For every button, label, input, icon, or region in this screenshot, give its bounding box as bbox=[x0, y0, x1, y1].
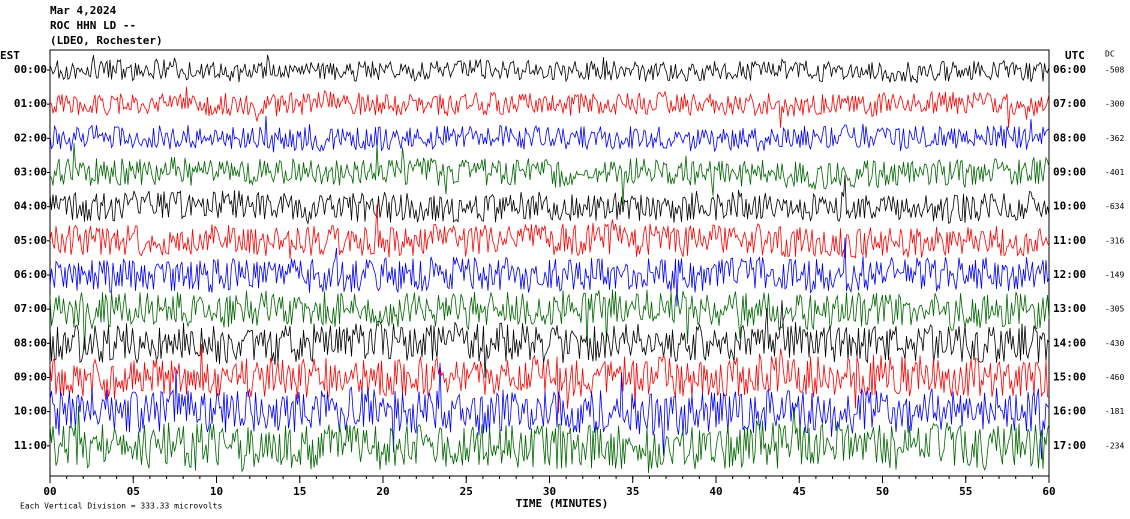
utc-label: 07:00 bbox=[1053, 97, 1086, 110]
x-tick-label: 35 bbox=[626, 485, 639, 498]
utc-label: 06:00 bbox=[1053, 63, 1086, 76]
dc-value: -300 bbox=[1105, 100, 1124, 109]
x-tick-label: 50 bbox=[876, 485, 889, 498]
est-label: 10:00 bbox=[14, 405, 47, 418]
est-label: 08:00 bbox=[14, 336, 47, 349]
station-code: ROC HHN LD -- bbox=[50, 19, 136, 32]
trace bbox=[49, 289, 1050, 350]
x-tick-label: 30 bbox=[543, 485, 556, 498]
est-label: 02:00 bbox=[14, 131, 47, 144]
dc-value: -460 bbox=[1105, 373, 1124, 382]
est-label: 00:00 bbox=[14, 63, 47, 76]
trace bbox=[49, 86, 1050, 128]
x-tick-label: 25 bbox=[460, 485, 473, 498]
est-label: 06:00 bbox=[14, 268, 47, 281]
utc-label: 13:00 bbox=[1053, 302, 1086, 315]
trace bbox=[49, 204, 1050, 259]
dc-value: -181 bbox=[1105, 407, 1124, 416]
trace bbox=[49, 143, 1050, 205]
station-name: (LDEO, Rochester) bbox=[50, 34, 163, 47]
est-label: 05:00 bbox=[14, 234, 47, 247]
est-label: 11:00 bbox=[14, 439, 47, 452]
trace bbox=[49, 175, 1050, 225]
est-label: 09:00 bbox=[14, 371, 47, 384]
utc-label: 10:00 bbox=[1053, 200, 1086, 213]
utc-label: 08:00 bbox=[1053, 131, 1086, 144]
x-tick-label: 55 bbox=[959, 485, 972, 498]
utc-label: 16:00 bbox=[1053, 405, 1086, 418]
utc-label: 17:00 bbox=[1053, 439, 1086, 452]
est-label: 01:00 bbox=[14, 97, 47, 110]
x-tick-label: 20 bbox=[376, 485, 389, 498]
utc-label: 11:00 bbox=[1053, 234, 1086, 247]
dc-title: DC bbox=[1105, 50, 1115, 59]
x-tick-label: 40 bbox=[709, 485, 722, 498]
utc-label: 14:00 bbox=[1053, 336, 1086, 349]
dc-value: -634 bbox=[1105, 202, 1124, 211]
trace bbox=[49, 362, 1050, 460]
dc-value: -305 bbox=[1105, 305, 1124, 314]
dc-value: -234 bbox=[1105, 441, 1124, 450]
dc-value: -362 bbox=[1105, 134, 1124, 143]
utc-label: 15:00 bbox=[1053, 371, 1086, 384]
utc-label: 12:00 bbox=[1053, 268, 1086, 281]
trace bbox=[49, 300, 1050, 378]
utc-label: 09:00 bbox=[1053, 166, 1086, 179]
trace bbox=[49, 115, 1050, 153]
x-tick-label: 00 bbox=[43, 485, 56, 498]
x-tick-label: 45 bbox=[793, 485, 806, 498]
dc-value: -430 bbox=[1105, 339, 1124, 348]
trace bbox=[49, 405, 1050, 474]
dc-value: -508 bbox=[1105, 66, 1124, 75]
est-label: 03:00 bbox=[14, 166, 47, 179]
x-axis-title: TIME (MINUTES) bbox=[516, 497, 609, 510]
date: Mar 4,2024 bbox=[50, 4, 117, 17]
dc-value: -149 bbox=[1105, 271, 1124, 280]
est-label: 04:00 bbox=[14, 200, 47, 213]
dc-value: -316 bbox=[1105, 236, 1124, 245]
x-tick-label: 05 bbox=[127, 485, 140, 498]
utc-title: UTC bbox=[1065, 49, 1085, 62]
scale-note: Each Vertical Division = 333.33 microvol… bbox=[20, 502, 222, 511]
est-label: 07:00 bbox=[14, 302, 47, 315]
x-tick-label: 15 bbox=[293, 485, 306, 498]
trace bbox=[49, 237, 1050, 307]
x-tick-label: 60 bbox=[1042, 485, 1055, 498]
x-tick-label: 10 bbox=[210, 485, 223, 498]
dc-value: -401 bbox=[1105, 168, 1124, 177]
est-title: EST bbox=[0, 49, 20, 62]
trace bbox=[49, 54, 1050, 84]
